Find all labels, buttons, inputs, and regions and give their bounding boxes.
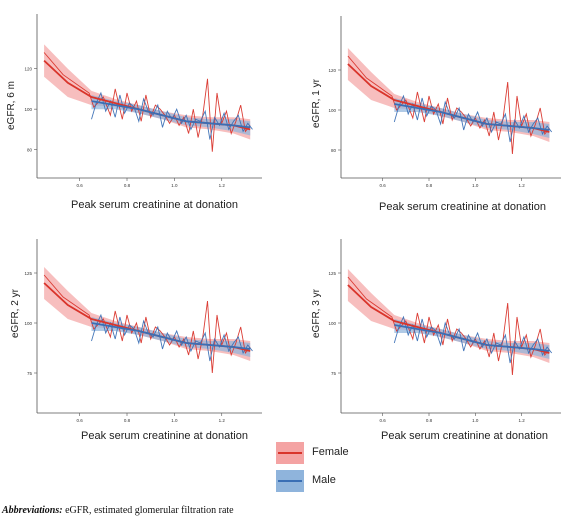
- male-smooth-line: [91, 322, 251, 350]
- chart-svg: 80 100 120 0.6 0.8 1.0 1.2: [24, 14, 262, 188]
- chart-legend: Female Male: [276, 440, 396, 496]
- x-tick-label: 0.8: [426, 183, 433, 188]
- female-raw-line: [347, 55, 550, 155]
- x-axis-label: Peak serum creatinine at donation: [379, 201, 546, 213]
- x-tick-label: 1.0: [472, 183, 479, 188]
- x-tick-label: 1.0: [171, 418, 178, 423]
- x-tick-label: 1.0: [472, 418, 479, 423]
- legend-label-female: Female: [312, 446, 349, 458]
- y-tick-label: 75: [331, 371, 337, 376]
- x-tick-label: 0.8: [426, 418, 433, 423]
- x-tick-label: 0.6: [76, 418, 83, 423]
- male-smooth-line: [91, 100, 251, 129]
- male-raw-line: [393, 315, 553, 364]
- x-tick-label: 0.6: [380, 418, 387, 423]
- abbreviations-footnote: Abbreviations: eGFR, estimated glomerula…: [2, 505, 234, 516]
- male-raw-line: [91, 313, 253, 362]
- y-tick-label: 100: [24, 321, 32, 326]
- chart-panel-6m: eGFR, 6 m 80 100 120 0.6 0.8 1.0 1.2 Peak seru…: [0, 0, 289, 220]
- female-raw-line: [43, 52, 251, 152]
- legend-line-male: [278, 480, 302, 482]
- x-tick-label: 1.2: [219, 183, 226, 188]
- x-tick-label: 0.8: [124, 183, 131, 188]
- chart-svg: 75 100 125 0.6 0.8 1.0 1.2: [24, 239, 262, 423]
- x-axis-label: Peak serum creatinine at donation: [81, 430, 248, 442]
- x-tick-label: 1.2: [518, 418, 525, 423]
- y-tick-label: 100: [24, 107, 32, 112]
- legend-label-male: Male: [312, 474, 336, 486]
- y-tick-label: 100: [328, 108, 336, 113]
- chart-panel-1yr: eGFR, 1 yr 80 100 120 0.6 0.8 1.0 1.2 Peak ser…: [289, 0, 578, 220]
- legend-line-female: [278, 452, 302, 454]
- chart-svg: 75 100 125 0.6 0.8 1.0 1.2: [328, 239, 561, 423]
- male-raw-line: [393, 94, 553, 143]
- x-tick-label: 1.2: [518, 183, 525, 188]
- x-tick-label: 0.6: [380, 183, 387, 188]
- chart-svg: 80 100 120 0.6 0.8 1.0 1.2: [328, 16, 561, 188]
- x-axis-label: Peak serum creatinine at donation: [71, 199, 238, 211]
- y-tick-label: 125: [24, 271, 32, 276]
- y-tick-label: 120: [24, 67, 32, 72]
- x-tick-label: 0.6: [76, 183, 83, 188]
- legend-item-male: Male: [276, 470, 396, 494]
- male-smooth-line: [394, 324, 550, 352]
- abbreviations-label: Abbreviations:: [2, 505, 63, 516]
- y-tick-label: 120: [328, 68, 336, 73]
- x-tick-label: 0.8: [124, 418, 131, 423]
- female-raw-line: [347, 276, 550, 376]
- x-tick-label: 1.0: [171, 183, 178, 188]
- chart-panel-3yr: eGFR, 3 yr 75 100 125 0.6 0.8 1.0 1.2 Peak ser…: [289, 225, 578, 442]
- y-tick-label: 125: [328, 271, 336, 276]
- y-tick-label: 80: [27, 148, 33, 153]
- abbreviations-text: eGFR, estimated glomerular filtration ra…: [62, 505, 234, 516]
- y-tick-label: 80: [331, 148, 337, 153]
- chart-panel-2yr: eGFR, 2 yr 75 100 125 0.6 0.8 1.0 1.2 Peak ser…: [0, 225, 289, 442]
- female-raw-line: [43, 274, 251, 374]
- y-tick-label: 75: [27, 371, 33, 376]
- x-tick-label: 1.2: [219, 418, 226, 423]
- y-tick-label: 100: [328, 321, 336, 326]
- male-smooth-line: [394, 103, 550, 131]
- male-raw-line: [91, 91, 253, 140]
- legend-item-female: Female: [276, 442, 396, 466]
- x-axis-label: Peak serum creatinine at donation: [381, 430, 548, 442]
